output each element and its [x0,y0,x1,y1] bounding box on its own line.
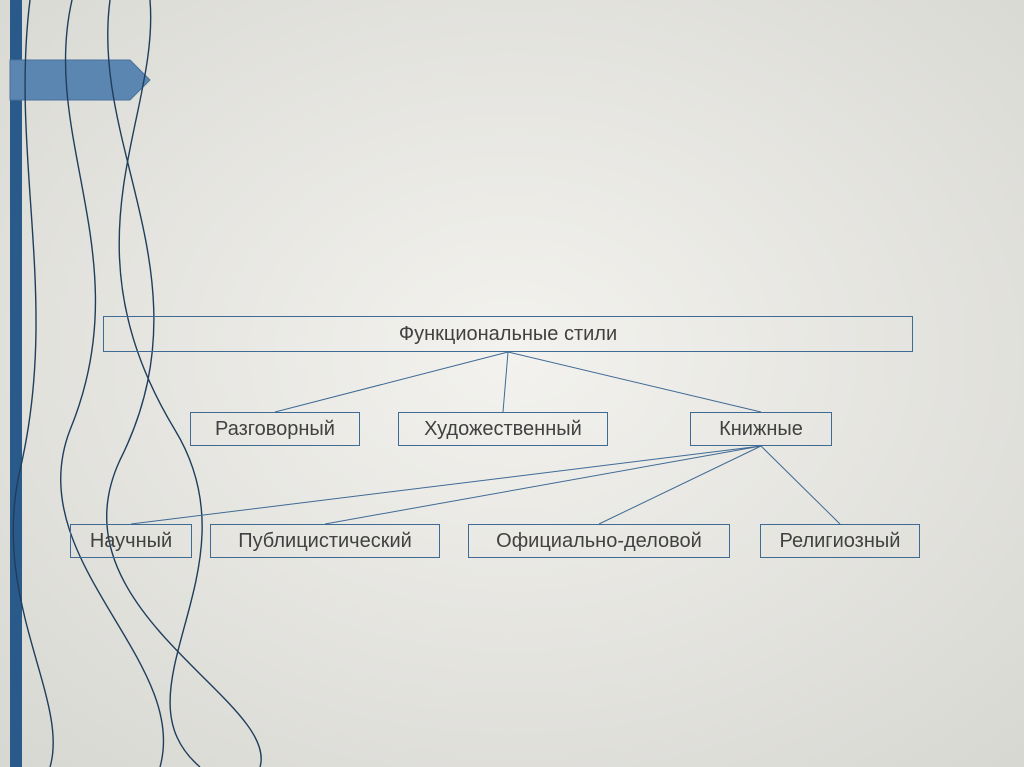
node-religioznyj: Религиозный [760,524,920,558]
left-accent-bar [10,0,22,767]
connector-lines [0,0,1024,767]
node-publicisticheskij: Публицистический [210,524,440,558]
background-rect [0,0,1024,767]
decor-layer [0,0,1024,767]
node-nauch-label: Научный [90,530,172,553]
node-razg-label: Разговорный [215,418,335,441]
node-oficialno-delovoj: Официально-деловой [468,524,730,558]
node-kni-label: Книжные [719,418,803,441]
node-hud-label: Художественный [424,418,582,441]
node-rel-label: Религиозный [780,530,901,553]
decorative-curves [13,0,261,767]
slide: Функциональные стили Разговорный Художес… [0,0,1024,767]
node-root-label: Функциональные стили [399,323,617,346]
node-pub-label: Публицистический [238,530,412,553]
node-hudozhestvennyj: Художественный [398,412,608,446]
node-razgovornyj: Разговорный [190,412,360,446]
node-knizhnye: Книжные [690,412,832,446]
background-layer [0,0,1024,767]
arrow-tab [10,60,150,100]
node-root: Функциональные стили [103,316,913,352]
node-nauchnyj: Научный [70,524,192,558]
node-ofic-label: Официально-деловой [496,530,702,553]
